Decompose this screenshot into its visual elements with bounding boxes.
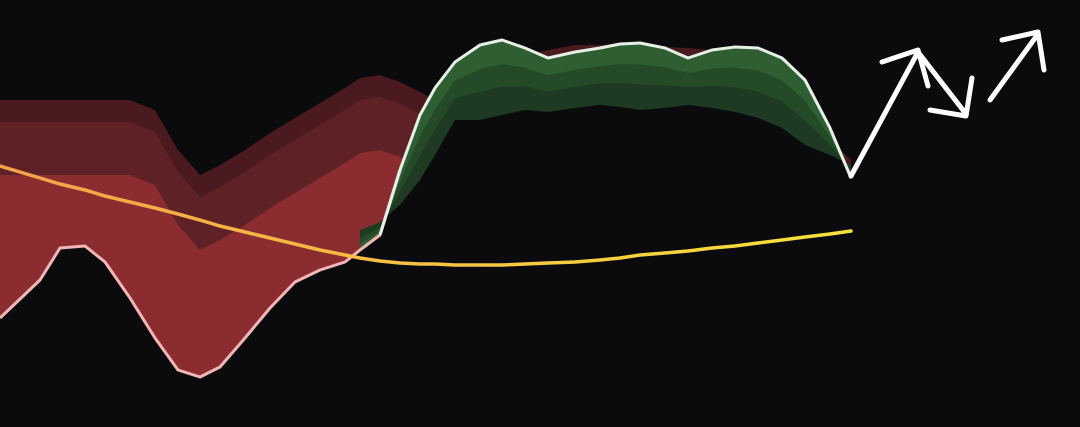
- bullish-outer-layer: [360, 40, 851, 250]
- bullish-band: [360, 40, 851, 250]
- projection-arrows: [848, 29, 1047, 179]
- trend-line: [0, 164, 853, 267]
- bearish-band: [0, 40, 851, 377]
- bullish-mid-layer: [360, 40, 851, 250]
- arrow-down-right-icon: [915, 49, 975, 119]
- bullish-edge-line: [378, 38, 853, 236]
- arrow-up-right-icon: [987, 29, 1047, 103]
- bearish-inner-layer: [0, 40, 851, 377]
- bearish-edge-line: [0, 169, 402, 379]
